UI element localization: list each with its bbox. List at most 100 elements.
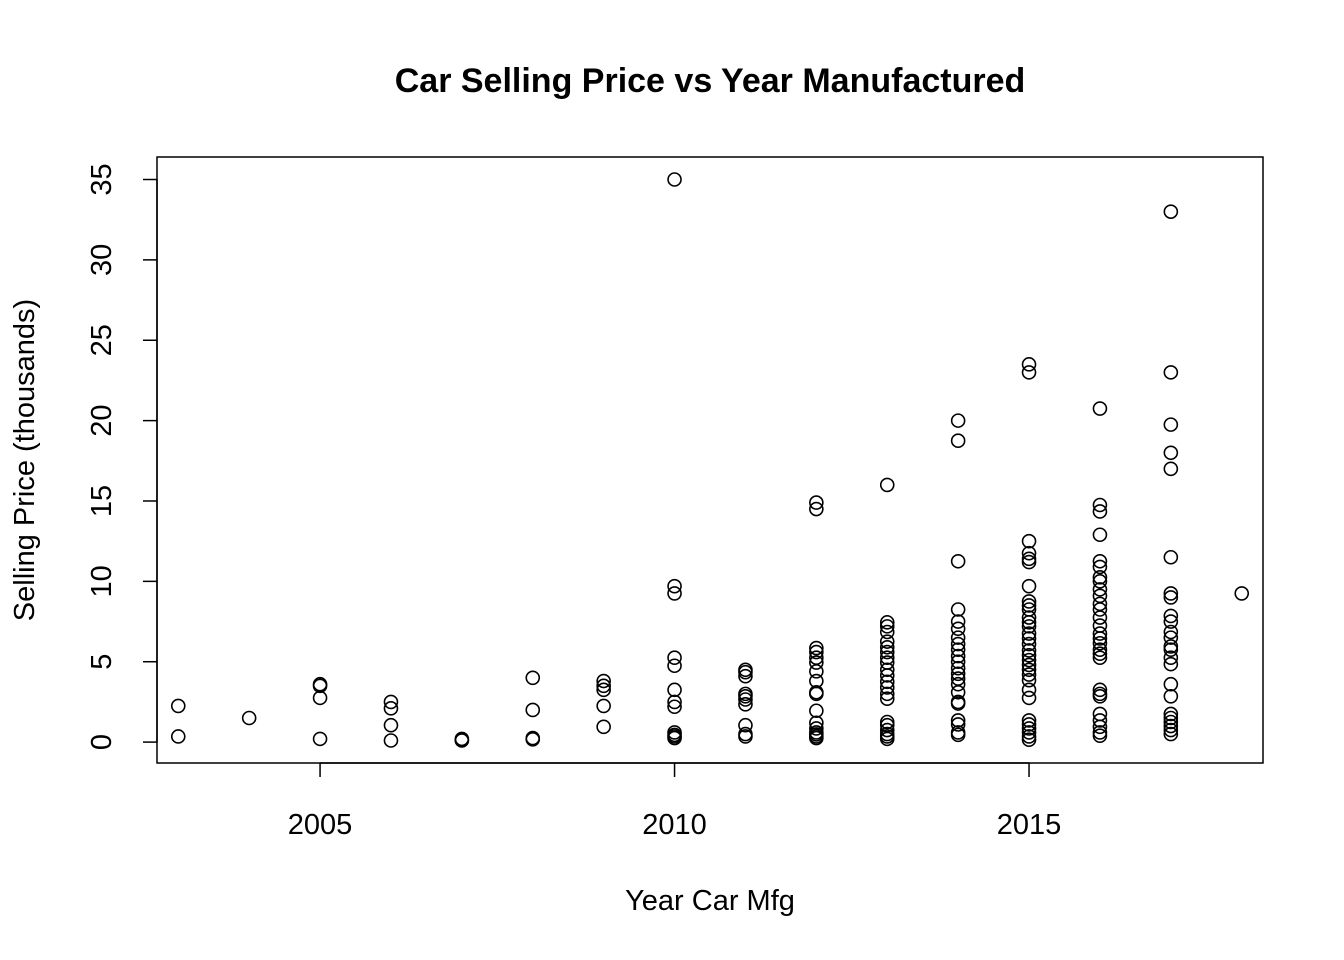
data-point xyxy=(950,696,966,711)
data-point xyxy=(879,662,895,678)
data-point xyxy=(879,477,895,493)
data-point xyxy=(879,680,895,695)
data-point xyxy=(667,650,682,666)
data-point xyxy=(1092,688,1108,704)
data-point xyxy=(1163,714,1179,730)
chart-title: Car Selling Price vs Year Manufactured xyxy=(395,62,1026,100)
y-tick-label: 35 xyxy=(86,163,118,195)
y-tick-label: 0 xyxy=(86,734,118,750)
data-point xyxy=(1092,635,1108,651)
data-point xyxy=(1163,718,1179,734)
data-point xyxy=(667,578,682,594)
data-point xyxy=(879,639,895,655)
data-point xyxy=(1021,725,1037,740)
data-point xyxy=(1163,417,1179,432)
data-point xyxy=(879,644,895,660)
data-point xyxy=(1163,722,1179,738)
data-point xyxy=(525,702,541,718)
data-point xyxy=(1092,504,1108,519)
data-point xyxy=(809,686,824,702)
data-point xyxy=(879,634,895,649)
data-point xyxy=(738,664,753,680)
data-point xyxy=(1021,652,1037,668)
data-point xyxy=(950,684,966,700)
data-point xyxy=(1021,578,1037,594)
data-point xyxy=(1092,719,1108,735)
x-axis: 2005 2010 2015 xyxy=(288,762,1062,841)
y-tick-label: 20 xyxy=(86,404,118,436)
data-point xyxy=(1021,615,1037,630)
data-point xyxy=(809,644,824,660)
data-point xyxy=(1163,710,1179,726)
data-point xyxy=(667,699,682,715)
data-point xyxy=(809,664,824,679)
data-point xyxy=(1163,549,1179,565)
data-point xyxy=(809,655,824,670)
data-point xyxy=(950,433,966,449)
data-point xyxy=(1021,365,1037,380)
data-point xyxy=(950,621,966,637)
data-point xyxy=(950,636,966,652)
data-point xyxy=(170,729,186,744)
data-point xyxy=(667,586,682,601)
data-point xyxy=(1021,732,1037,747)
x-tick-label: 2005 xyxy=(288,809,353,841)
data-point xyxy=(1163,586,1179,601)
data-point xyxy=(312,690,328,706)
data-points xyxy=(170,172,1250,748)
data-point xyxy=(950,654,966,670)
data-point xyxy=(1021,619,1037,634)
data-point xyxy=(1021,594,1037,609)
data-point xyxy=(241,710,257,726)
data-point xyxy=(1021,598,1037,613)
data-point xyxy=(809,721,824,736)
data-point xyxy=(1021,554,1037,570)
data-point xyxy=(1163,614,1179,629)
data-point xyxy=(454,733,470,748)
data-point xyxy=(950,676,966,692)
y-tick-label: 30 xyxy=(86,244,118,276)
data-point xyxy=(667,682,682,698)
data-point xyxy=(809,495,824,510)
data-point xyxy=(1021,636,1037,652)
data-point xyxy=(1092,570,1108,585)
x-tick-label: 2015 xyxy=(997,809,1062,841)
data-point xyxy=(950,614,966,629)
data-point xyxy=(312,678,328,694)
data-point xyxy=(667,730,682,746)
data-point xyxy=(1021,682,1037,698)
data-point xyxy=(1092,650,1108,666)
data-point xyxy=(1092,553,1108,569)
data-point xyxy=(383,733,399,748)
data-point xyxy=(596,678,611,694)
data-point xyxy=(312,731,328,747)
data-point xyxy=(809,730,824,746)
data-point xyxy=(1021,667,1037,682)
data-point xyxy=(1092,610,1108,625)
data-point xyxy=(1163,445,1179,461)
data-point xyxy=(1163,726,1179,742)
data-point xyxy=(1163,676,1179,692)
data-point xyxy=(1163,608,1179,624)
data-point xyxy=(1163,650,1179,666)
data-point xyxy=(879,650,895,666)
data-point xyxy=(879,691,895,707)
data-point xyxy=(809,703,824,719)
data-point xyxy=(950,660,966,676)
data-point xyxy=(383,717,399,733)
data-point xyxy=(1021,657,1037,673)
data-point xyxy=(383,694,399,710)
data-point xyxy=(879,619,895,634)
data-point xyxy=(1163,204,1179,219)
y-tick-label: 25 xyxy=(86,324,118,356)
data-point xyxy=(879,731,895,747)
data-point xyxy=(1021,672,1037,688)
data-point xyxy=(1163,461,1179,477)
data-point xyxy=(738,729,753,744)
data-point xyxy=(738,697,753,712)
data-point xyxy=(950,727,966,743)
data-point xyxy=(596,682,611,698)
data-point xyxy=(1092,713,1108,728)
data-point xyxy=(950,717,966,732)
data-point xyxy=(950,553,966,569)
